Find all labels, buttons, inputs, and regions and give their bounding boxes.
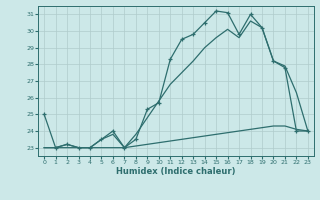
X-axis label: Humidex (Indice chaleur): Humidex (Indice chaleur)	[116, 167, 236, 176]
